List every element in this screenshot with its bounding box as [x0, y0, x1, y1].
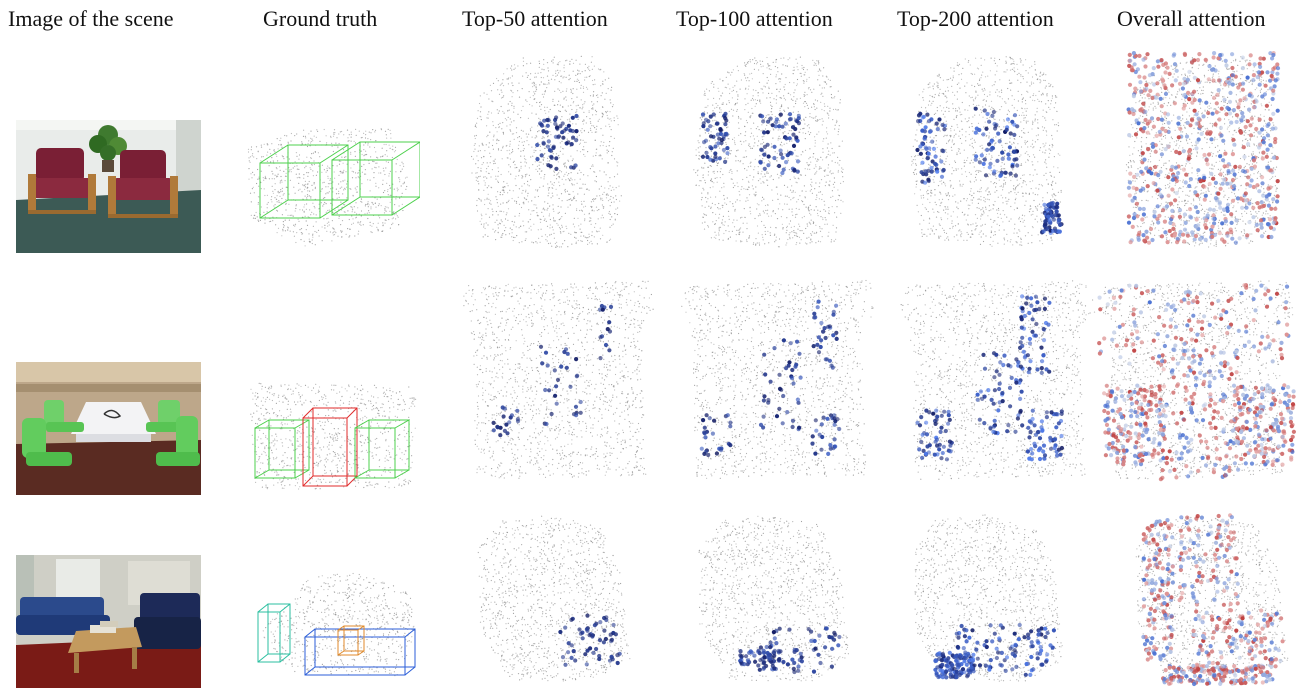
ground-truth-pointcloud: [250, 382, 417, 490]
header-top200: Top-200 attention: [897, 6, 1054, 32]
top200-panel-scene-1: [902, 48, 1072, 253]
top100-panel-scene-2: [676, 265, 881, 490]
ground-truth-pointcloud: [247, 128, 420, 247]
top50-pointcloud: [471, 55, 622, 248]
top50-panel-scene-3: [470, 510, 635, 688]
top200-pointcloud: [914, 514, 1063, 682]
scene-photo-sofas: [16, 555, 201, 688]
top100-pointcloud: [698, 515, 849, 682]
header-ground-truth: Ground truth: [263, 6, 377, 32]
overall-panel-scene-1: [1118, 48, 1288, 253]
overall-pointcloud: [1097, 280, 1296, 482]
gt-panel-scene-2: [245, 378, 420, 496]
ground-truth-pointcloud: [257, 572, 416, 677]
header-top50: Top-50 attention: [462, 6, 608, 32]
overall-panel-scene-2: [1094, 265, 1299, 490]
overall-pointcloud: [1135, 513, 1289, 687]
overall-panel-scene-3: [1128, 510, 1293, 688]
header-overall: Overall attention: [1117, 6, 1265, 32]
header-image-of-scene: Image of the scene: [8, 6, 174, 32]
top100-panel-scene-3: [690, 510, 855, 688]
scene-photo-table-chairs: [16, 362, 201, 495]
top100-pointcloud: [681, 279, 874, 479]
top200-pointcloud: [910, 56, 1064, 247]
top200-pointcloud: [900, 280, 1096, 480]
top50-panel-scene-2: [456, 265, 661, 490]
gt-panel-scene-1: [240, 118, 420, 258]
gt-panel-scene-3: [250, 572, 425, 682]
top200-panel-scene-2: [895, 265, 1100, 490]
top50-pointcloud: [463, 280, 654, 479]
overall-pointcloud: [1125, 51, 1281, 248]
top200-panel-scene-3: [905, 510, 1070, 688]
top100-pointcloud: [693, 56, 844, 248]
top50-panel-scene-1: [462, 48, 632, 253]
header-top100: Top-100 attention: [676, 6, 833, 32]
top50-pointcloud: [477, 515, 631, 682]
top100-panel-scene-1: [685, 48, 855, 253]
scene-photo-armchairs: [16, 120, 201, 253]
